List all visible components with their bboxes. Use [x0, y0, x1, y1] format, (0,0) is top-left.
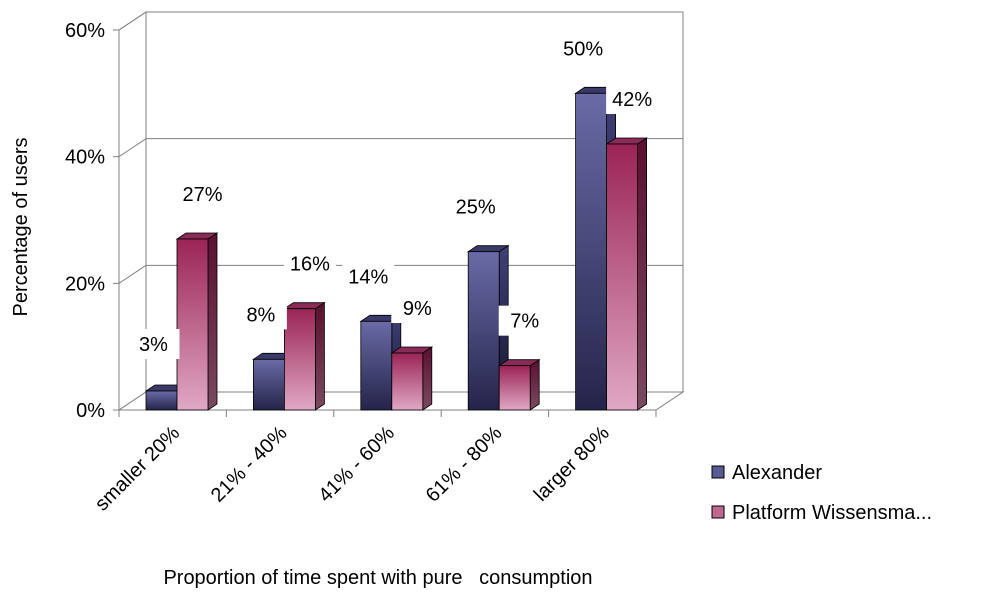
bar-side: [422, 346, 433, 411]
data-label: 3%: [139, 334, 168, 356]
bar-front: [252, 358, 285, 411]
data-label-bg: [449, 191, 502, 222]
bars: [144, 86, 648, 411]
data-label: 14%: [348, 266, 388, 288]
data-label: 7%: [510, 311, 539, 333]
y-axis-label: Percentage of users: [10, 138, 32, 317]
data-label: 27%: [182, 184, 222, 206]
y-axis-ticks: 0% 20% 40% 60%: [65, 20, 119, 422]
data-label-bg: [283, 248, 336, 279]
bar-front: [467, 251, 500, 411]
y-tick-label: 40%: [65, 147, 105, 169]
data-label-bg: [127, 329, 180, 359]
legend-label: Alexander: [732, 462, 822, 484]
bar-side: [637, 137, 647, 411]
bar-front: [575, 92, 607, 411]
data-label-bg: [391, 293, 444, 323]
data-label: 9%: [403, 298, 432, 320]
bar: [175, 232, 219, 411]
gridline-side: [118, 11, 147, 31]
bar: [497, 358, 541, 411]
y-tick-label: 60%: [65, 20, 105, 42]
y-tick-label: 0%: [76, 400, 105, 422]
legend: Alexander Platform Wissensma...: [711, 462, 932, 524]
data-label-bg: [342, 261, 395, 292]
data-label: 8%: [246, 304, 275, 326]
legend-swatch: [711, 505, 725, 519]
x-axis-ticks: [118, 410, 657, 417]
gridline-side: [118, 138, 147, 158]
legend-swatch: [711, 465, 725, 479]
category-label: larger 80%: [530, 422, 614, 506]
bar: [605, 137, 648, 411]
bar-front: [283, 308, 316, 411]
bar-front: [176, 238, 209, 411]
bar-front: [391, 352, 424, 411]
gridline-side: [118, 264, 147, 284]
data-label: 42%: [612, 89, 652, 111]
data-label: 50%: [563, 38, 603, 60]
data-label-bg: [557, 33, 610, 64]
bar-front: [360, 320, 393, 411]
bar-front: [498, 365, 531, 411]
data-label: 16%: [290, 254, 330, 276]
category-label: 41% - 60%: [314, 422, 399, 507]
x-axis-label: Proportion of time spent with pure consu…: [163, 567, 592, 589]
category-label: 61% - 80%: [422, 422, 507, 507]
legend-label: Platform Wissensma...: [732, 502, 932, 524]
data-label-bg: [606, 84, 659, 114]
data-label-bg: [234, 299, 287, 330]
bar: [390, 346, 434, 411]
category-labels: smaller 20% 21% - 40% 41% - 60% 61% - 80% la…: [91, 422, 614, 516]
bar-side: [314, 301, 325, 411]
data-labels: 3% 27% 8% 16% 14% 9% 25% 7% 50% 42%: [127, 33, 659, 359]
bar: [283, 301, 326, 411]
bar-side: [207, 232, 218, 411]
category-label: 21% - 40%: [207, 422, 292, 507]
category-label: smaller 20%: [91, 422, 185, 516]
bar-front: [606, 143, 638, 411]
data-label-bg: [498, 305, 551, 336]
y-tick-label: 20%: [65, 273, 105, 295]
bar-side: [529, 358, 540, 411]
data-label: 25%: [456, 197, 496, 219]
bar-front: [145, 390, 178, 411]
data-label-bg: [176, 179, 229, 209]
